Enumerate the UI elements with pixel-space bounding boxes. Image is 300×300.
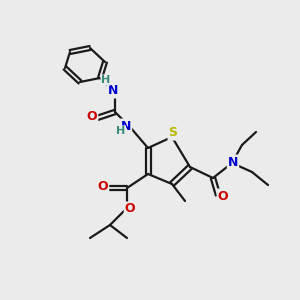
Text: N: N	[108, 85, 118, 98]
Text: O: O	[98, 181, 108, 194]
Text: O: O	[125, 202, 135, 215]
Text: O: O	[218, 190, 228, 202]
Text: H: H	[116, 126, 125, 136]
Text: S: S	[169, 127, 178, 140]
Text: O: O	[87, 110, 97, 124]
Text: N: N	[121, 119, 131, 133]
Text: N: N	[228, 155, 238, 169]
Text: H: H	[101, 75, 110, 85]
